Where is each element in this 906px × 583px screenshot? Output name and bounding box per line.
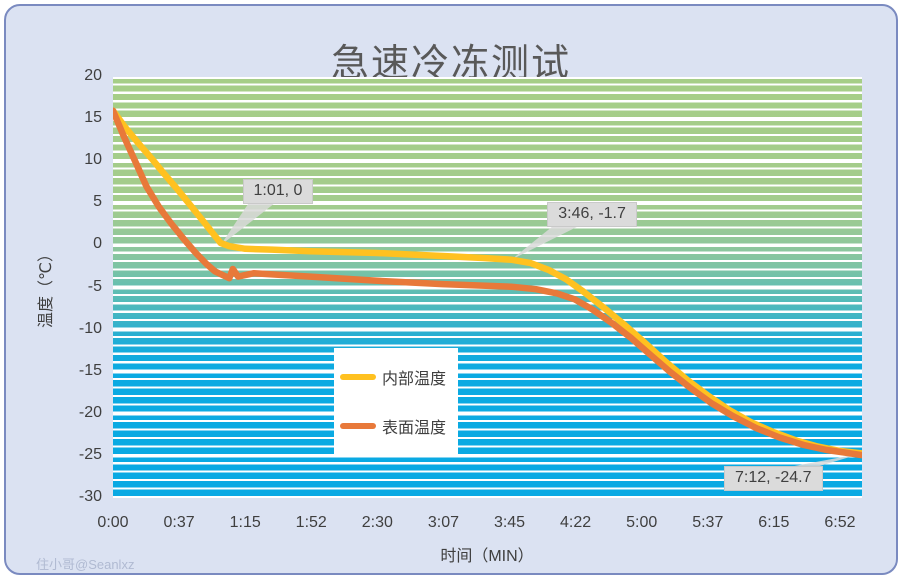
x-axis-tick: 5:37 — [692, 514, 724, 531]
series-line-internal-temp — [113, 107, 862, 457]
watermark: 住小哥@Seanlxz — [36, 557, 135, 572]
x-axis-tick: 6:52 — [824, 514, 856, 531]
x-axis-tick: 3:45 — [493, 514, 526, 531]
x-axis-tick: 1:52 — [295, 514, 327, 531]
data-callout: 1:01, 0 — [242, 179, 314, 205]
y-axis-tick: -25 — [78, 445, 102, 463]
y-axis-tick: -10 — [78, 319, 102, 337]
x-axis-tick: 4:22 — [560, 514, 592, 531]
legend-swatch — [340, 373, 376, 380]
data-callout: 3:46, -1.7 — [547, 201, 637, 227]
x-axis-tick: 6:15 — [758, 514, 790, 531]
callout-leader — [787, 453, 862, 468]
x-axis-tick: 0:00 — [97, 514, 129, 531]
x-axis-tick: 0:37 — [163, 514, 195, 531]
chart-frame: 急速冷冻测试 温度（℃） 时间（MIN） 住小哥@Seanlxz 内部温度 表面温… — [4, 4, 898, 575]
y-axis-tick: -30 — [78, 488, 102, 505]
y-axis-tick: 5 — [93, 193, 102, 211]
legend-swatch — [340, 422, 376, 429]
series-svg — [113, 107, 862, 468]
data-callout: 7:12, -24.7 — [724, 466, 823, 492]
series-line-surface-temp — [113, 107, 862, 459]
legend-item: 表面温度 — [334, 414, 458, 438]
y-axis-tick: -20 — [78, 403, 102, 421]
y-axis-tick: 10 — [84, 151, 102, 169]
x-axis-tick: 1:15 — [229, 514, 261, 531]
callout-leader — [511, 225, 580, 260]
y-axis-tick: -15 — [78, 361, 102, 379]
y-axis-tick: 20 — [84, 67, 102, 84]
x-axis-tick: 2:30 — [361, 514, 393, 531]
y-axis-tick: -5 — [87, 277, 102, 295]
legend: 内部温度 表面温度 — [334, 348, 458, 454]
legend-item: 内部温度 — [334, 365, 458, 389]
x-axis-tick: 5:00 — [626, 514, 658, 531]
x-axis-title: 时间（MIN） — [440, 548, 534, 565]
legend-label: 表面温度 — [382, 419, 447, 437]
legend-label: 内部温度 — [382, 370, 447, 388]
y-axis-tick: 15 — [84, 109, 102, 127]
callout-leader — [220, 203, 275, 246]
plot-area — [113, 77, 862, 498]
x-axis-tick: 3:07 — [427, 514, 459, 531]
y-axis-tick: 0 — [93, 235, 102, 253]
